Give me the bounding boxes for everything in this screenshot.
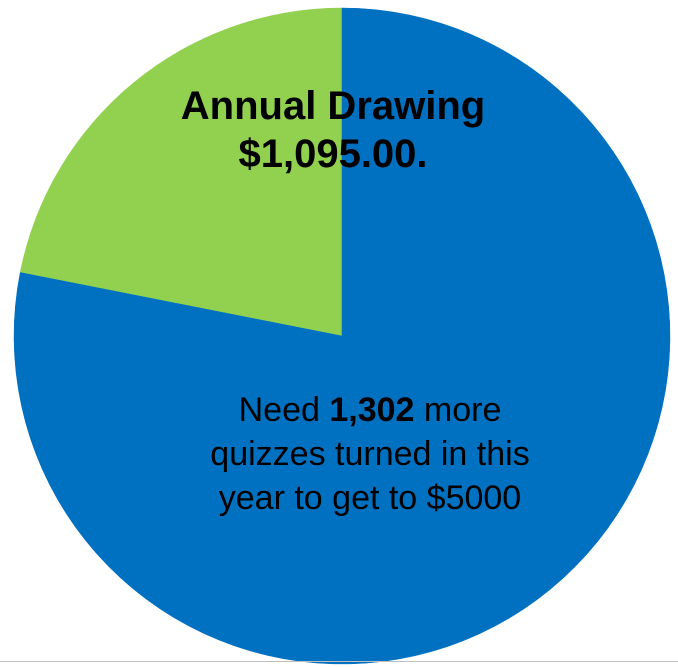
remaining-line-3: year to get to $5000 (218, 479, 522, 517)
remaining-line-2: quizzes turned in this (210, 435, 530, 473)
pie-slice-0 (19, 7, 343, 337)
need-prefix: Need (238, 391, 320, 429)
annual-drawing-title: Annual Drawing (180, 84, 486, 128)
annual-drawing-label: Annual Drawing $1,095.00. (100, 82, 566, 178)
bottom-divider (0, 661, 678, 662)
need-count: 1,302 (329, 391, 415, 429)
remaining-quizzes-label: Need 1,302 more quizzes turned in this y… (150, 388, 590, 520)
pie-slice-1 (13, 7, 671, 665)
annual-drawing-amount: $1,095.00. (238, 132, 428, 176)
need-suffix: more (423, 391, 502, 429)
remaining-line-1: Need 1,302 more (150, 388, 590, 432)
